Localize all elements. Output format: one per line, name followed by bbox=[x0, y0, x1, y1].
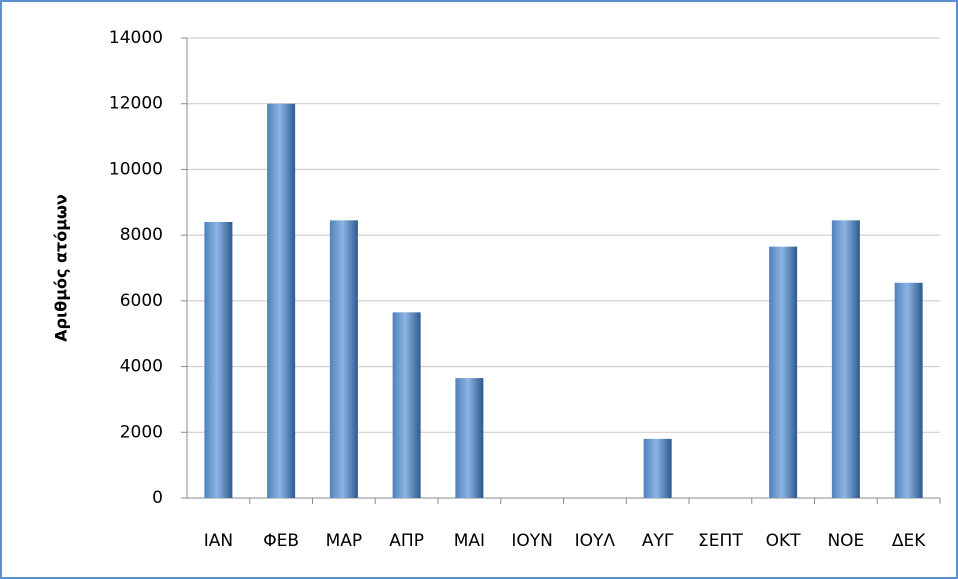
bar bbox=[267, 103, 296, 498]
x-tick-label: ΦΕΒ bbox=[263, 531, 299, 551]
bar bbox=[769, 246, 798, 498]
x-tick-label: ΜΑΙ bbox=[454, 531, 485, 551]
bar bbox=[329, 220, 358, 498]
x-tick-label: ΙΟΥΛ bbox=[575, 531, 616, 551]
bar bbox=[455, 378, 484, 498]
bar bbox=[831, 220, 860, 498]
y-tick-label: 14000 bbox=[109, 28, 163, 48]
y-axis-label: Αριθμός ατόμων bbox=[52, 194, 71, 342]
bar bbox=[392, 312, 421, 498]
x-tick-label: ΙΑΝ bbox=[204, 531, 233, 551]
x-tick-label: ΑΠΡ bbox=[389, 531, 424, 551]
bar bbox=[204, 222, 233, 498]
x-tick-label: ΟΚΤ bbox=[766, 531, 802, 551]
y-tick-label: 2000 bbox=[120, 422, 163, 442]
x-tick-label: ΣΕΠΤ bbox=[698, 531, 743, 551]
y-tick-label: 8000 bbox=[120, 225, 163, 245]
y-tick-label: 6000 bbox=[120, 291, 163, 311]
x-tick-label: ΑΥΓ bbox=[642, 531, 674, 551]
x-tick-label: ΔΕΚ bbox=[892, 531, 926, 551]
bar bbox=[643, 438, 672, 498]
y-tick-label: 10000 bbox=[109, 159, 163, 179]
bar bbox=[894, 282, 923, 498]
x-tick-label: ΜΑΡ bbox=[326, 531, 363, 551]
x-tick-label: ΙΟΥΝ bbox=[511, 531, 553, 551]
y-tick-label: 12000 bbox=[109, 94, 163, 114]
y-tick-label: 0 bbox=[152, 488, 163, 508]
y-tick-label: 4000 bbox=[120, 357, 163, 377]
x-tick-label: ΝΟΕ bbox=[827, 531, 864, 551]
